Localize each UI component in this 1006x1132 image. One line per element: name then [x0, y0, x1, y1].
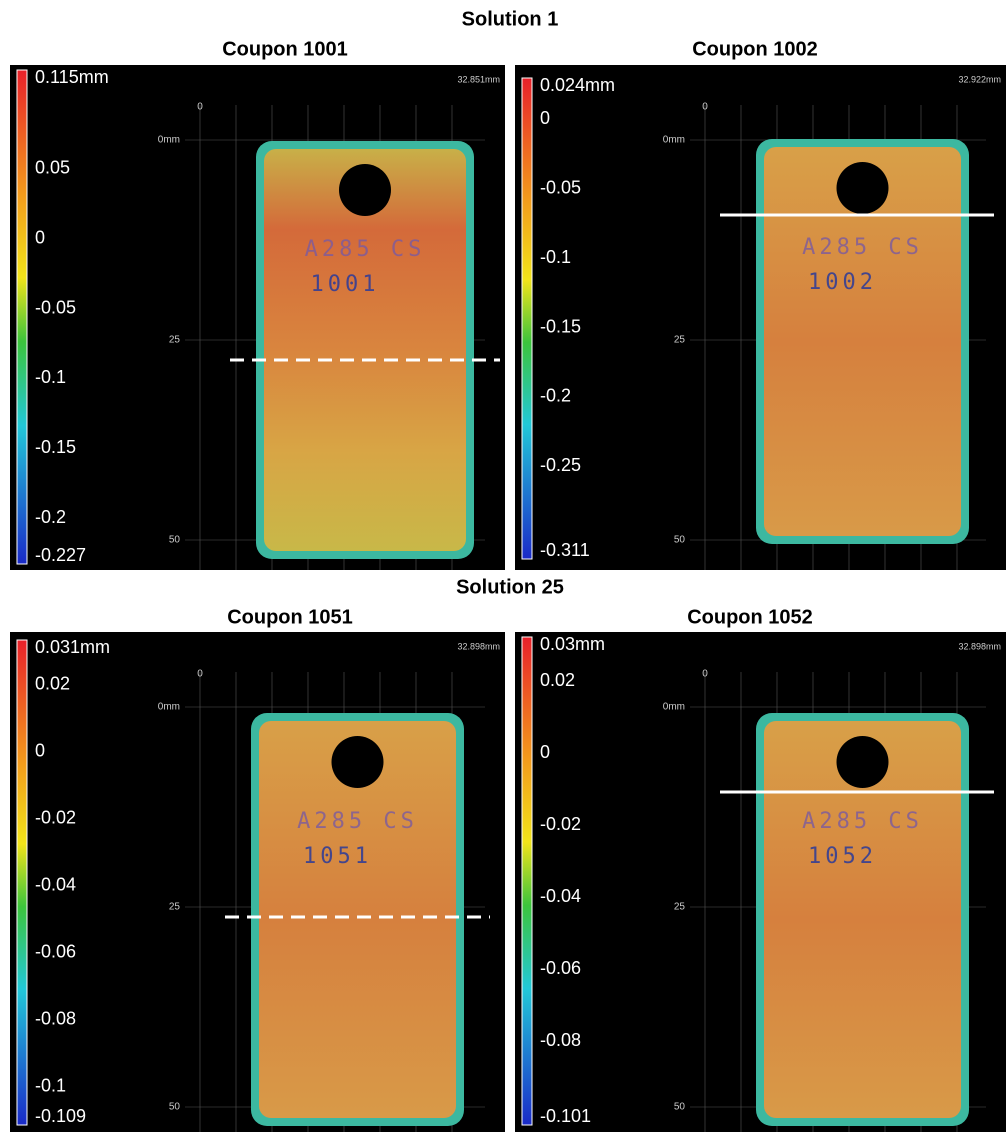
colorbar-tick-label: 0 — [35, 741, 45, 761]
width-label: 32.898mm — [958, 641, 1001, 651]
colorbar-tick-label: 0 — [540, 742, 550, 762]
colorbar-tick-label: -0.02 — [35, 808, 76, 828]
colorbar-tick-label: -0.311 — [540, 540, 590, 560]
colorbar — [522, 637, 532, 1125]
colorbar-tick-label: -0.04 — [540, 886, 581, 906]
colorbar-tick-label: -0.06 — [540, 958, 581, 978]
colorbar-tick-label: 0.02 — [35, 674, 70, 694]
stamp: A285 CS — [802, 809, 923, 834]
panel: 0 0mm 25 50 32.851mm A285 CS 1001 0.115mm 0.05 0 -… — [10, 65, 505, 570]
colorbar-tick-label: -0.25 — [540, 455, 581, 475]
colorbar — [17, 70, 27, 564]
axis-label: 50 — [674, 535, 686, 546]
colorbar-tick-label: -0.109 — [35, 1106, 86, 1126]
stamp: A285 CS — [297, 809, 418, 834]
panel-title: Coupon 1052 — [687, 606, 813, 628]
coupon-hole — [837, 162, 889, 214]
colorbar-tick-label: -0.02 — [540, 814, 581, 834]
colorbar-tick-label: 0.02 — [540, 670, 575, 690]
axis-label: 25 — [674, 335, 686, 346]
colorbar-tick-label: -0.1 — [35, 367, 66, 387]
axis-label: 25 — [169, 335, 181, 346]
axis-label: 0 — [197, 102, 203, 113]
axis-label: 0mm — [663, 135, 685, 146]
colorbar — [522, 78, 532, 559]
colorbar-tick-label: -0.1 — [540, 247, 571, 267]
colorbar-tick-label: -0.15 — [540, 316, 581, 336]
stamp: 1052 — [808, 844, 877, 869]
colorbar-tick-label: -0.08 — [540, 1030, 581, 1050]
colorbar-tick-label: 0.024mm — [540, 75, 615, 95]
width-label: 32.898mm — [457, 641, 500, 651]
colorbar-tick-label: -0.227 — [35, 545, 86, 565]
colorbar-tick-label: -0.05 — [540, 177, 581, 197]
axis-label: 50 — [169, 535, 181, 546]
axis-label: 25 — [674, 902, 686, 913]
axis-label: 50 — [169, 1102, 181, 1113]
stamp: 1051 — [303, 844, 372, 869]
colorbar-tick-label: 0.115mm — [35, 67, 109, 87]
coupon-hole — [339, 164, 391, 216]
axis-label: 0mm — [663, 702, 685, 713]
colorbar-tick-label: -0.08 — [35, 1009, 76, 1029]
colorbar-tick-label: -0.2 — [540, 386, 571, 406]
stamp: 1002 — [808, 270, 877, 295]
panel: 0 0mm 25 50 32.922mm A285 CS 1002 0.024mm 0 -0.05… — [515, 65, 1006, 570]
width-label: 32.851mm — [457, 74, 500, 84]
axis-label: 0 — [702, 669, 708, 680]
panel: 0 0mm 25 50 32.898mm A285 CS 1051 0.031mm 0.02 0 -… — [10, 632, 505, 1132]
colorbar-tick-label: 0.03mm — [540, 634, 605, 654]
width-label: 32.922mm — [958, 74, 1001, 84]
axis-label: 0 — [702, 102, 708, 113]
stamp: 1001 — [311, 272, 380, 297]
axis-label: 25 — [169, 902, 181, 913]
panel-title: Coupon 1051 — [227, 606, 353, 628]
coupon-hole — [332, 736, 384, 788]
colorbar-tick-label: -0.05 — [35, 297, 76, 317]
colorbar-tick-label: -0.04 — [35, 875, 76, 895]
panel-title: Coupon 1001 — [222, 38, 348, 60]
panel-title: Coupon 1002 — [692, 38, 818, 60]
panel: 0 0mm 25 50 32.898mm A285 CS 1052 0.03mm 0.02 0 -0… — [515, 632, 1006, 1132]
colorbar-tick-label: 0.05 — [35, 158, 70, 178]
axis-label: 50 — [674, 1102, 686, 1113]
axis-label: 0 — [197, 669, 203, 680]
stamp: A285 CS — [802, 235, 923, 260]
colorbar-tick-label: -0.06 — [35, 942, 76, 962]
colorbar-tick-label: 0.031mm — [35, 637, 110, 657]
group-title: Solution 25 — [456, 576, 564, 598]
colorbar — [17, 640, 27, 1125]
colorbar-tick-label: -0.2 — [35, 507, 66, 527]
axis-label: 0mm — [158, 135, 180, 146]
group-title: Solution 1 — [462, 8, 559, 30]
colorbar-tick-label: -0.1 — [35, 1076, 66, 1096]
coupon-hole — [837, 736, 889, 788]
colorbar-tick-label: 0 — [35, 227, 45, 247]
figure: Solution 1 Coupon 1001 0 0mm 25 50 32.851mm A28… — [0, 0, 1006, 1132]
axis-label: 0mm — [158, 702, 180, 713]
colorbar-tick-label: -0.15 — [35, 437, 76, 457]
colorbar-tick-label: 0 — [540, 108, 550, 128]
colorbar-tick-label: -0.101 — [540, 1106, 591, 1126]
stamp: A285 CS — [305, 237, 426, 262]
